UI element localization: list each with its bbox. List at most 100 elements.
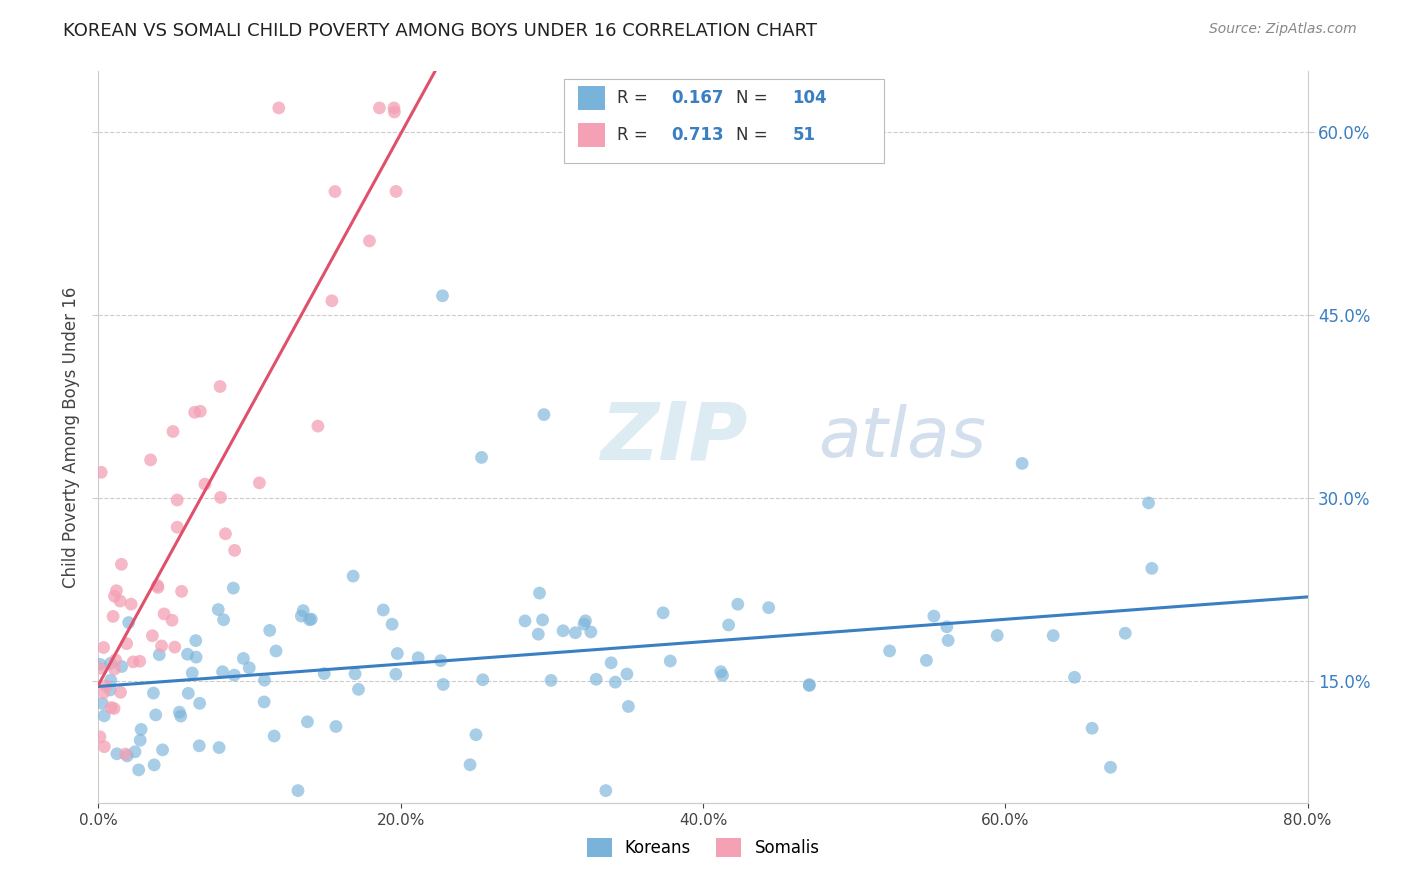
Point — [89, 730, 111, 744]
Point — [287, 783, 309, 797]
Point — [100, 673, 122, 687]
Point — [139, 453, 162, 467]
Point — [90, 466, 112, 480]
Point — [259, 624, 281, 638]
Point — [211, 665, 233, 679]
Text: 0.167: 0.167 — [672, 89, 724, 107]
Point — [91, 697, 114, 711]
Point — [267, 101, 290, 115]
Point — [342, 569, 364, 583]
Point — [103, 589, 125, 603]
Point — [212, 613, 235, 627]
Point — [100, 657, 122, 671]
Point — [214, 526, 236, 541]
Point — [253, 695, 276, 709]
Point — [105, 747, 128, 761]
Point — [183, 405, 205, 419]
Point — [595, 783, 617, 797]
Point — [118, 615, 141, 630]
Point — [936, 633, 959, 648]
Point — [922, 609, 945, 624]
Point — [471, 673, 494, 687]
Text: 104: 104 — [793, 89, 827, 107]
Point — [292, 604, 315, 618]
Point — [600, 656, 623, 670]
Point — [617, 699, 640, 714]
Point — [1140, 561, 1163, 575]
Point — [89, 657, 111, 672]
Text: Source: ZipAtlas.com: Source: ZipAtlas.com — [1209, 22, 1357, 37]
Point — [605, 675, 627, 690]
Point — [513, 614, 536, 628]
Point — [527, 627, 550, 641]
Text: R =: R = — [617, 89, 654, 107]
Point — [986, 628, 1008, 642]
Point — [659, 654, 682, 668]
Point — [429, 654, 451, 668]
Point — [915, 653, 938, 667]
Point — [143, 758, 166, 772]
Text: KOREAN VS SOMALI CHILD POVERTY AMONG BOYS UNDER 16 CORRELATION CHART: KOREAN VS SOMALI CHILD POVERTY AMONG BOY… — [63, 22, 817, 40]
Point — [93, 686, 115, 700]
Point — [529, 586, 551, 600]
Point — [100, 700, 122, 714]
Point — [368, 101, 391, 115]
Point — [247, 475, 270, 490]
Point — [188, 404, 211, 418]
Point — [148, 648, 170, 662]
Point — [299, 612, 322, 626]
Bar — [564, 78, 884, 163]
Point — [579, 624, 602, 639]
Text: 0.713: 0.713 — [672, 126, 724, 144]
Point — [381, 617, 404, 632]
Point — [1042, 629, 1064, 643]
Point — [1099, 760, 1122, 774]
Text: N =: N = — [735, 126, 772, 144]
Point — [150, 639, 173, 653]
Point — [93, 739, 115, 754]
Point — [799, 677, 821, 691]
Point — [406, 650, 429, 665]
Point — [128, 763, 150, 777]
Point — [1137, 496, 1160, 510]
Point — [540, 673, 562, 688]
Point — [122, 655, 145, 669]
Point — [470, 450, 492, 465]
Point — [177, 686, 200, 700]
Point — [160, 613, 183, 627]
Point — [574, 614, 596, 628]
Legend: Koreans, Somalis: Koreans, Somalis — [579, 831, 827, 864]
Point — [314, 666, 336, 681]
Point — [184, 633, 207, 648]
Point — [307, 419, 329, 434]
Point — [170, 709, 193, 723]
Text: atlas: atlas — [818, 403, 986, 471]
Point — [162, 425, 184, 439]
Point — [1114, 626, 1136, 640]
Point — [186, 650, 208, 665]
Point — [799, 679, 821, 693]
Point — [325, 719, 347, 733]
Point — [298, 613, 321, 627]
Point — [585, 673, 607, 687]
Point — [188, 739, 211, 753]
Point — [224, 668, 246, 682]
Point — [141, 629, 163, 643]
Point — [209, 491, 232, 505]
Point — [465, 728, 488, 742]
Text: 51: 51 — [793, 126, 815, 144]
Point — [166, 493, 188, 508]
Point — [323, 185, 346, 199]
Point — [458, 757, 481, 772]
Point — [108, 594, 131, 608]
Point — [115, 748, 138, 763]
Point — [551, 624, 574, 638]
Point — [359, 234, 381, 248]
Point — [290, 609, 312, 624]
Point — [101, 609, 124, 624]
Point — [321, 293, 343, 308]
Y-axis label: Child Poverty Among Boys Under 16: Child Poverty Among Boys Under 16 — [62, 286, 80, 588]
Point — [207, 602, 229, 616]
Point — [115, 637, 138, 651]
Point — [373, 603, 395, 617]
